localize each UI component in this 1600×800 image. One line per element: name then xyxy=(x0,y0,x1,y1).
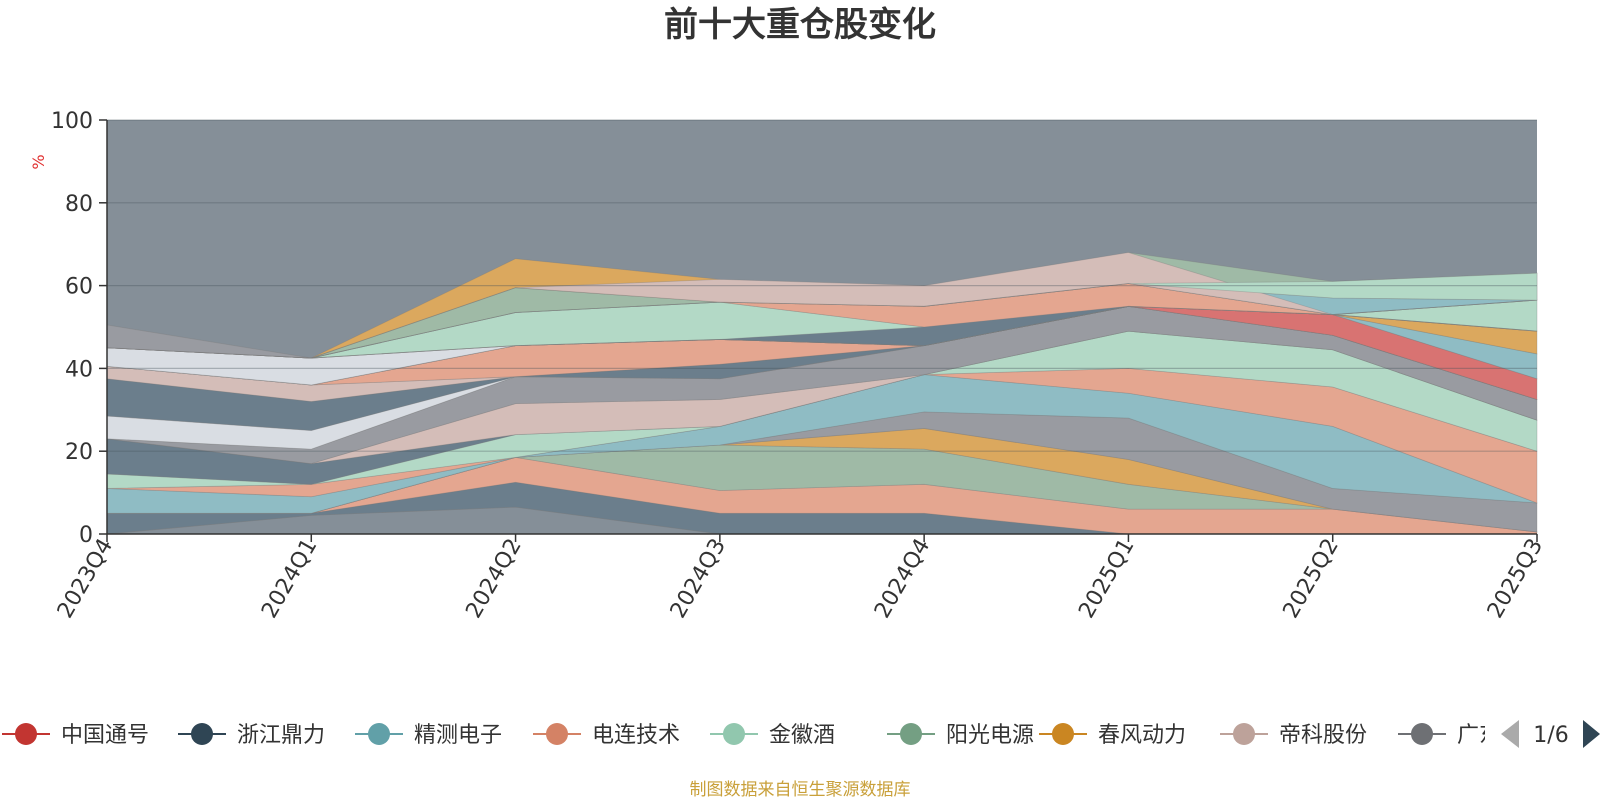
legend-item-6[interactable]: 春风动力 xyxy=(1039,723,1186,748)
legend-marker-2 xyxy=(368,723,390,745)
legend-label-2: 精测电子 xyxy=(414,723,502,748)
area-band-6 xyxy=(106,374,1538,514)
legend-marker-6 xyxy=(1052,723,1074,745)
legend-marker-8 xyxy=(1411,723,1433,745)
y-tick-label-100: 100 xyxy=(51,109,93,134)
legend-next-arrow-icon[interactable] xyxy=(1583,720,1600,748)
area-band-21 xyxy=(106,299,1538,359)
legend-marker-3 xyxy=(546,723,568,745)
area-band-11 xyxy=(106,305,1538,465)
legend-label-7: 帝科股份 xyxy=(1279,723,1367,748)
area-band-18 xyxy=(106,305,1538,386)
legend-label-8: 广东宏大 xyxy=(1457,723,1545,748)
y-tick-label-20: 20 xyxy=(65,440,93,465)
legend-item-0[interactable]: 中国通号 xyxy=(2,723,149,748)
legend-item-4[interactable]: 金徽酒 xyxy=(710,723,835,748)
legend-label-6: 春风动力 xyxy=(1098,723,1186,748)
y-tick-label-40: 40 xyxy=(65,357,93,382)
x-tick-label-2024Q2: 2024Q2 xyxy=(461,535,526,623)
legend-prev-arrow-icon[interactable] xyxy=(1501,720,1519,748)
x-tick-label-2025Q1: 2025Q1 xyxy=(1074,535,1139,623)
legend-item-2[interactable]: 精测电子 xyxy=(355,723,502,748)
chart-title: 前十大重仓股变化 xyxy=(664,5,936,45)
area-band-28 xyxy=(106,305,1538,359)
area-band-29 xyxy=(106,272,1538,359)
legend-pager[interactable]: 1/6 xyxy=(1501,720,1600,748)
x-tick-label-2024Q1: 2024Q1 xyxy=(257,535,322,623)
legend-item-5[interactable]: 阳光电源 xyxy=(887,723,1034,748)
legend-items: 中国通号 浙江鼎力 精测电子 电连技术 金徽酒 阳光电源 春风动力 帝科股份 广东宏大 xyxy=(2,723,1545,748)
x-tick-label-2025Q3: 2025Q3 xyxy=(1483,535,1548,623)
legend-marker-7 xyxy=(1233,723,1255,745)
legend-marker-4 xyxy=(723,723,745,745)
x-tick-label-2024Q4: 2024Q4 xyxy=(870,535,935,623)
legend-label-1: 浙江鼎力 xyxy=(237,723,325,748)
area-band-2 xyxy=(107,457,1538,535)
legend-label-5: 阳光电源 xyxy=(946,723,1034,748)
y-tick-label-0: 0 xyxy=(79,523,93,548)
y-tick-label-80: 80 xyxy=(65,192,93,217)
area-band-16 xyxy=(106,305,1538,400)
legend[interactable]: 中国通号 浙江鼎力 精测电子 电连技术 金徽酒 阳光电源 春风动力 帝科股份 广东宏大 xyxy=(2,723,1545,748)
y-axis-unit: % xyxy=(29,154,48,169)
area-band-5 xyxy=(107,411,1538,533)
area-band-0 xyxy=(106,506,1537,535)
area-band-7 xyxy=(106,367,1538,504)
area-band-8 xyxy=(106,330,1538,489)
area-bands xyxy=(106,252,1538,535)
legend-label-4: 金徽酒 xyxy=(769,723,835,748)
legend-label-3: 电连技术 xyxy=(592,723,680,748)
legend-item-3[interactable]: 电连技术 xyxy=(533,723,680,748)
data-source-note: 制图数据来自恒生聚源数据库 xyxy=(690,780,911,800)
legend-marker-5 xyxy=(900,723,922,745)
legend-page-indicator: 1/6 xyxy=(1533,723,1568,748)
legend-label-0: 中国通号 xyxy=(61,723,149,748)
x-tick-label-2024Q3: 2024Q3 xyxy=(666,535,731,623)
x-tick-label-2025Q2: 2025Q2 xyxy=(1279,535,1344,623)
legend-item-7[interactable]: 帝科股份 xyxy=(1220,723,1367,748)
grid-lines xyxy=(107,119,1537,452)
legend-marker-1 xyxy=(191,723,213,745)
area-band-17 xyxy=(106,305,1538,386)
legend-item-8[interactable]: 广东宏大 xyxy=(1398,723,1545,748)
legend-item-1[interactable]: 浙江鼎力 xyxy=(178,723,325,748)
y-tick-label-60: 60 xyxy=(65,275,93,300)
legend-marker-0 xyxy=(15,723,37,745)
